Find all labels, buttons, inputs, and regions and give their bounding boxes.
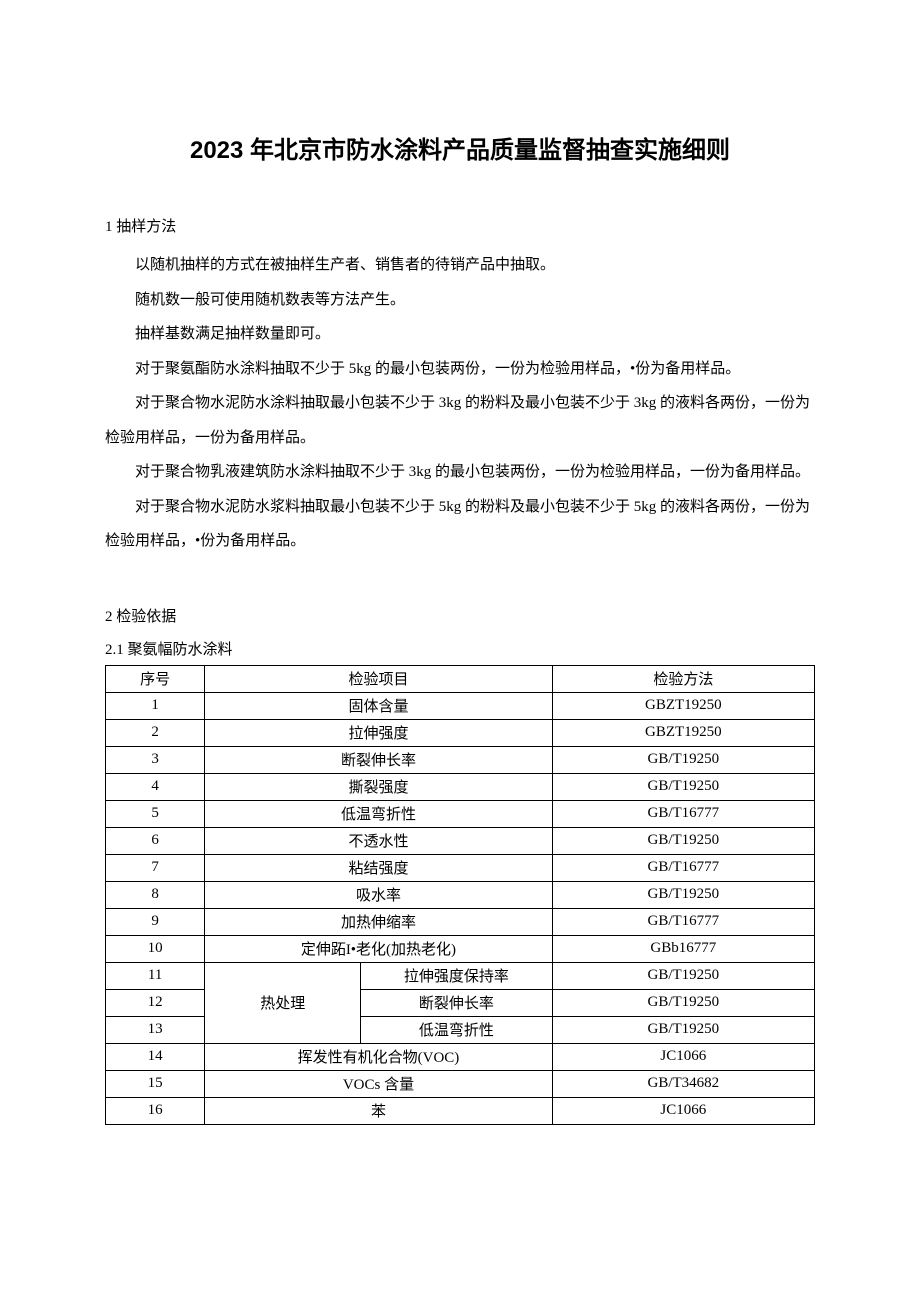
cell-seq: 12: [106, 989, 205, 1016]
table-row: 9 加热伸缩率 GB/T16777: [106, 908, 815, 935]
section-1-para: 随机数一般可使用随机数表等方法产生。: [105, 283, 815, 318]
table-row: 2 拉伸强度 GBZT19250: [106, 719, 815, 746]
cell-item: 低温弯折性: [361, 1016, 552, 1043]
cell-seq: 10: [106, 935, 205, 962]
cell-item: VOCs 含量: [205, 1070, 552, 1097]
section-1-heading: 1 抽样方法: [105, 215, 815, 236]
table-row: 5 低温弯折性 GB/T16777: [106, 800, 815, 827]
section-1-para: 抽样基数满足抽样数量即可。: [105, 317, 815, 352]
inspection-table-wrap: 序号 检验项目 检验方法 1 固体含量 GBZT19250 2 拉伸强度 GBZ…: [105, 665, 815, 1125]
cell-item: 挥发性有机化合物(VOC): [205, 1043, 552, 1070]
cell-method: GBZT19250: [552, 719, 814, 746]
cell-seq: 7: [106, 854, 205, 881]
cell-group-label: 热处理: [205, 962, 361, 1043]
table-row: 11 热处理 拉伸强度保持率 GB/T19250: [106, 962, 815, 989]
cell-item: 撕裂强度: [205, 773, 552, 800]
cell-method: GB/T19250: [552, 881, 814, 908]
cell-item: 吸水率: [205, 881, 552, 908]
inspection-table: 序号 检验项目 检验方法 1 固体含量 GBZT19250 2 拉伸强度 GBZ…: [105, 665, 815, 1125]
section-2-1-heading: 2.1 聚氨幅防水涂料: [105, 638, 815, 659]
table-row: 8 吸水率 GB/T19250: [106, 881, 815, 908]
cell-seq: 1: [106, 692, 205, 719]
cell-item: 定伸跖I•老化(加热老化): [205, 935, 552, 962]
cell-item: 粘结强度: [205, 854, 552, 881]
table-row: 1 固体含量 GBZT19250: [106, 692, 815, 719]
cell-method: GB/T19250: [552, 1016, 814, 1043]
cell-item: 不透水性: [205, 827, 552, 854]
cell-method: GBb16777: [552, 935, 814, 962]
cell-seq: 6: [106, 827, 205, 854]
table-row: 10 定伸跖I•老化(加热老化) GBb16777: [106, 935, 815, 962]
table-header-row: 序号 检验项目 检验方法: [106, 665, 815, 692]
cell-seq: 15: [106, 1070, 205, 1097]
cell-item: 固体含量: [205, 692, 552, 719]
cell-item: 断裂伸长率: [361, 989, 552, 1016]
cell-item: 苯: [205, 1097, 552, 1124]
cell-seq: 2: [106, 719, 205, 746]
cell-method: JC1066: [552, 1043, 814, 1070]
cell-method: GB/T34682: [552, 1070, 814, 1097]
table-row: 6 不透水性 GB/T19250: [106, 827, 815, 854]
section-2-heading: 2 检验依据: [105, 605, 815, 626]
cell-seq: 11: [106, 962, 205, 989]
cell-method: GB/T19250: [552, 962, 814, 989]
cell-method: GB/T19250: [552, 773, 814, 800]
table-row: 7 粘结强度 GB/T16777: [106, 854, 815, 881]
cell-seq: 13: [106, 1016, 205, 1043]
table-row: 16 苯 JC1066: [106, 1097, 815, 1124]
cell-seq: 5: [106, 800, 205, 827]
cell-seq: 9: [106, 908, 205, 935]
cell-item: 拉伸强度: [205, 719, 552, 746]
document-title: 2023 年北京市防水涂料产品质量监督抽查实施细则: [105, 130, 815, 165]
cell-method: GB/T19250: [552, 827, 814, 854]
cell-item: 断裂伸长率: [205, 746, 552, 773]
table-row: 3 断裂伸长率 GB/T19250: [106, 746, 815, 773]
cell-seq: 16: [106, 1097, 205, 1124]
cell-seq: 4: [106, 773, 205, 800]
cell-method: GB/T16777: [552, 908, 814, 935]
cell-method: GBZT19250: [552, 692, 814, 719]
cell-seq: 8: [106, 881, 205, 908]
section-1-para: 以随机抽样的方式在被抽样生产者、销售者的待销产品中抽取。: [105, 248, 815, 283]
cell-seq: 3: [106, 746, 205, 773]
table-row: 4 撕裂强度 GB/T19250: [106, 773, 815, 800]
table-row: 14 挥发性有机化合物(VOC) JC1066: [106, 1043, 815, 1070]
section-1-para: 对于聚合物乳液建筑防水涂料抽取不少于 3kg 的最小包装两份，一份为检验用样品，…: [105, 455, 815, 490]
section-1-para: 对于聚合物水泥防水涂料抽取最小包装不少于 3kg 的粉料及最小包装不少于 3kg…: [105, 386, 815, 455]
cell-method: GB/T16777: [552, 800, 814, 827]
cell-method: GB/T16777: [552, 854, 814, 881]
cell-item: 加热伸缩率: [205, 908, 552, 935]
section-1-para: 对于聚氨酯防水涂料抽取不少于 5kg 的最小包装两份，一份为检验用样品，•份为备…: [105, 352, 815, 387]
cell-item: 低温弯折性: [205, 800, 552, 827]
cell-method: JC1066: [552, 1097, 814, 1124]
table-row: 15 VOCs 含量 GB/T34682: [106, 1070, 815, 1097]
cell-item: 拉伸强度保持率: [361, 962, 552, 989]
header-method: 检验方法: [552, 665, 814, 692]
cell-seq: 14: [106, 1043, 205, 1070]
section-1-para: 对于聚合物水泥防水浆料抽取最小包装不少于 5kg 的粉料及最小包装不少于 5kg…: [105, 490, 815, 559]
header-item: 检验项目: [205, 665, 552, 692]
header-seq: 序号: [106, 665, 205, 692]
cell-method: GB/T19250: [552, 746, 814, 773]
cell-method: GB/T19250: [552, 989, 814, 1016]
document-page: 2023 年北京市防水涂料产品质量监督抽查实施细则 1 抽样方法 以随机抽样的方…: [0, 0, 920, 1185]
